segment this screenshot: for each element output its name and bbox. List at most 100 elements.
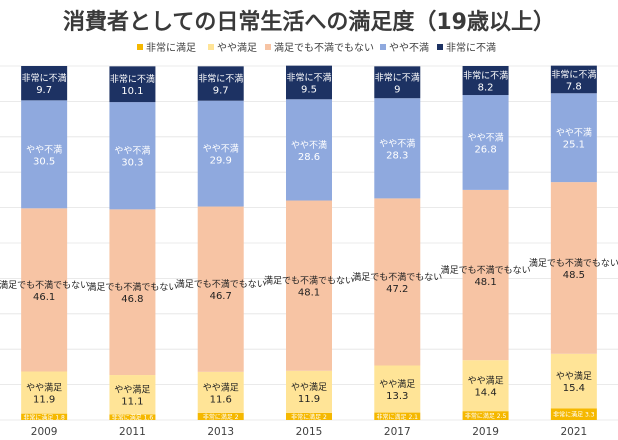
segment-label: やや満足 bbox=[203, 382, 239, 393]
segment-value: 47.2 bbox=[386, 284, 408, 295]
segment-label: やや満足 bbox=[114, 385, 150, 396]
legend-swatch bbox=[208, 44, 214, 50]
segment-label: 非常に不満 bbox=[22, 72, 67, 84]
segment-label: 非常に不満 bbox=[463, 70, 508, 82]
segment-label: 非常に不満 bbox=[286, 71, 331, 83]
bar-segment bbox=[197, 412, 244, 420]
bar-segment bbox=[286, 99, 332, 201]
bar-segment bbox=[286, 412, 332, 420]
segment-value: 15.4 bbox=[563, 383, 585, 394]
legend: 非常に満足 やや満足 満足でも不満でもない やや不満 非常に不満 bbox=[137, 41, 496, 54]
segment-value: 29.9 bbox=[210, 156, 232, 167]
bar-segment bbox=[109, 209, 156, 376]
segment-value: 46.7 bbox=[210, 291, 232, 302]
legend-swatch bbox=[437, 44, 443, 50]
segment-value: 28.6 bbox=[298, 152, 320, 163]
bar-segment bbox=[374, 365, 421, 413]
segment-label: 満足でも不満でもない bbox=[87, 282, 177, 293]
segment-label: 非常に満足 1.8 bbox=[23, 413, 65, 421]
legend-swatch bbox=[137, 44, 143, 50]
segment-value: 11.9 bbox=[298, 394, 320, 405]
segment-label: 非常に満足 1.6 bbox=[112, 414, 154, 422]
x-tick-label: 2009 bbox=[31, 426, 58, 438]
bar-segment bbox=[374, 412, 421, 420]
segment-value: 11.6 bbox=[210, 394, 232, 405]
bar-segment bbox=[550, 353, 597, 409]
bar-segment bbox=[197, 66, 244, 101]
bar-segment bbox=[462, 95, 509, 190]
chart-title: 消費者としての日常生活への満足度（19歳以上） bbox=[63, 9, 555, 35]
segment-label: やや不満 bbox=[379, 138, 415, 149]
segment-label: 満足でも不満でもない bbox=[264, 276, 354, 287]
segment-value: 46.8 bbox=[121, 294, 143, 305]
segment-value: 9.5 bbox=[301, 84, 317, 95]
segment-label: やや不満 bbox=[203, 144, 239, 155]
segment-label: やや満足 bbox=[379, 379, 415, 390]
bar-segment bbox=[109, 66, 156, 103]
segment-value: 25.1 bbox=[563, 140, 585, 151]
segment-label: 非常に不満 bbox=[551, 68, 596, 80]
segment-value: 46.1 bbox=[33, 292, 55, 303]
bar-segment bbox=[462, 411, 509, 420]
bar-segment bbox=[109, 375, 156, 415]
bar-segment bbox=[109, 414, 156, 420]
legend-swatch bbox=[265, 44, 271, 50]
bar-segment bbox=[462, 360, 509, 412]
segment-label: やや不満 bbox=[468, 132, 504, 143]
segment-label: 非常に不満 bbox=[198, 73, 243, 85]
segment-value: 48.1 bbox=[298, 288, 320, 299]
bar-segment bbox=[286, 65, 332, 100]
segment-label: 満足でも不満でもない bbox=[352, 272, 442, 283]
legend-swatch bbox=[380, 44, 386, 50]
segment-label: 満足でも不満でもない bbox=[529, 258, 618, 269]
x-tick-label: 2021 bbox=[560, 426, 587, 438]
segment-value: 7.8 bbox=[566, 81, 582, 92]
segment-value: 9.7 bbox=[213, 86, 229, 97]
segment-label: やや不満 bbox=[26, 144, 62, 155]
segment-label: やや満足 bbox=[291, 382, 327, 393]
segment-label: 非常に満足 2 bbox=[291, 413, 327, 421]
segment-value: 30.5 bbox=[33, 156, 55, 167]
segment-label: やや満足 bbox=[468, 376, 504, 387]
segment-label: 満足でも不満でもない bbox=[0, 280, 89, 291]
bar-segment bbox=[21, 100, 68, 209]
bar-segment bbox=[550, 182, 597, 354]
segment-label: 非常に満足 2 bbox=[203, 413, 239, 421]
legend-label: やや不満 bbox=[389, 42, 429, 54]
bar-segment bbox=[550, 65, 597, 94]
x-axis: 2009 2011 2013 2015 2017 2019 2021 bbox=[31, 426, 587, 438]
bar-segment bbox=[21, 413, 68, 420]
bar-segment bbox=[197, 206, 244, 372]
segment-label: やや満足 bbox=[556, 371, 592, 382]
segment-label: 非常に不満 bbox=[375, 71, 420, 83]
bar-segment bbox=[462, 189, 509, 361]
segment-value: 26.8 bbox=[474, 144, 496, 155]
legend-label: やや満足 bbox=[217, 42, 257, 54]
segment-label: やや満足 bbox=[26, 383, 62, 394]
segment-label: やや不満 bbox=[114, 146, 150, 157]
x-tick-label: 2017 bbox=[384, 426, 411, 438]
x-tick-label: 2011 bbox=[119, 426, 146, 438]
x-tick-label: 2019 bbox=[472, 426, 499, 438]
segment-value: 9 bbox=[394, 84, 400, 95]
bar-segment bbox=[197, 100, 244, 207]
segment-value: 9.7 bbox=[36, 85, 52, 96]
x-tick-label: 2015 bbox=[296, 426, 323, 438]
segment-value: 8.2 bbox=[478, 83, 494, 94]
bars: 非常に満足 1.8やや満足11.9満足でも不満でもない46.1やや不満30.5非… bbox=[0, 65, 618, 422]
bar-segment bbox=[286, 370, 332, 413]
segment-label: やや不満 bbox=[291, 140, 327, 151]
segment-label: 非常に満足 3.3 bbox=[553, 411, 595, 419]
bar-segment bbox=[21, 66, 68, 101]
segment-value: 48.1 bbox=[474, 277, 496, 288]
bar-segment bbox=[462, 66, 509, 96]
x-tick-label: 2013 bbox=[207, 426, 234, 438]
segment-value: 28.3 bbox=[386, 150, 408, 161]
bar-segment bbox=[286, 200, 332, 371]
segment-value: 30.3 bbox=[121, 158, 143, 169]
